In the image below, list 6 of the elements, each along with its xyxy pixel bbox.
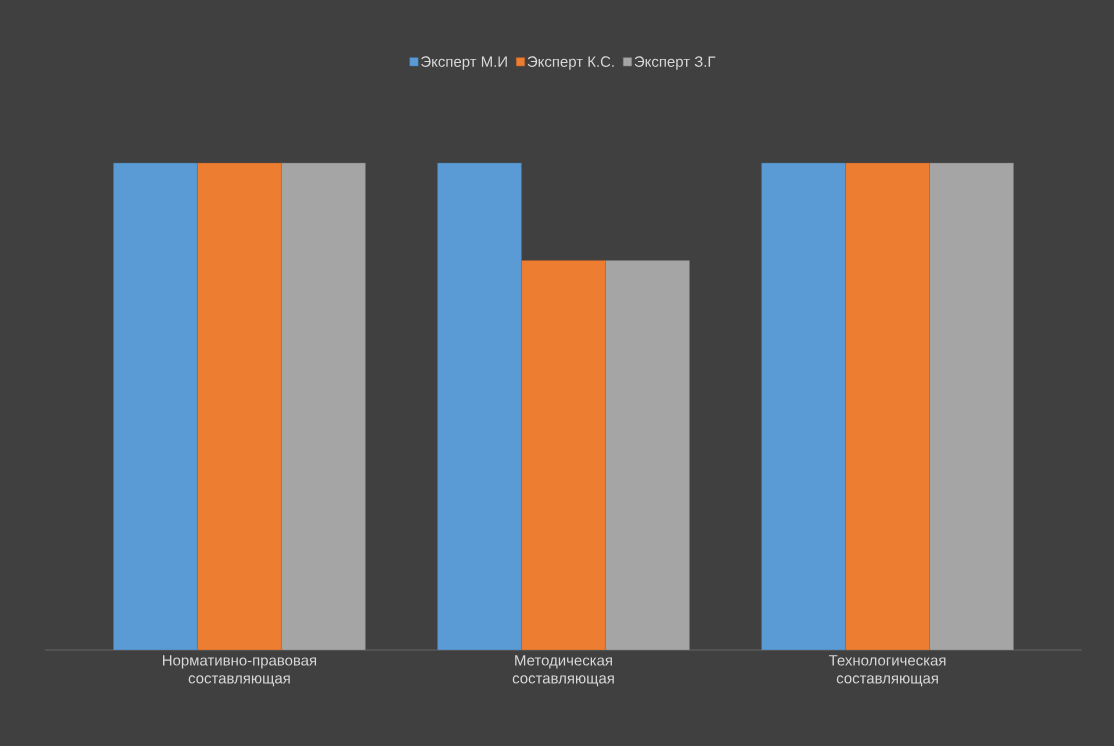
x-tick-label: Технологическая составляющая [828, 655, 946, 687]
x-tick-label: Методическая составляющая [512, 655, 614, 687]
x-tick-label: Нормативно-правовая составляющая [163, 655, 317, 687]
legend-label: Эксперт З.Г [634, 56, 716, 70]
legend-label: Эксперт М.И [421, 56, 507, 70]
legend-label: Эксперт К.С. [527, 56, 614, 70]
